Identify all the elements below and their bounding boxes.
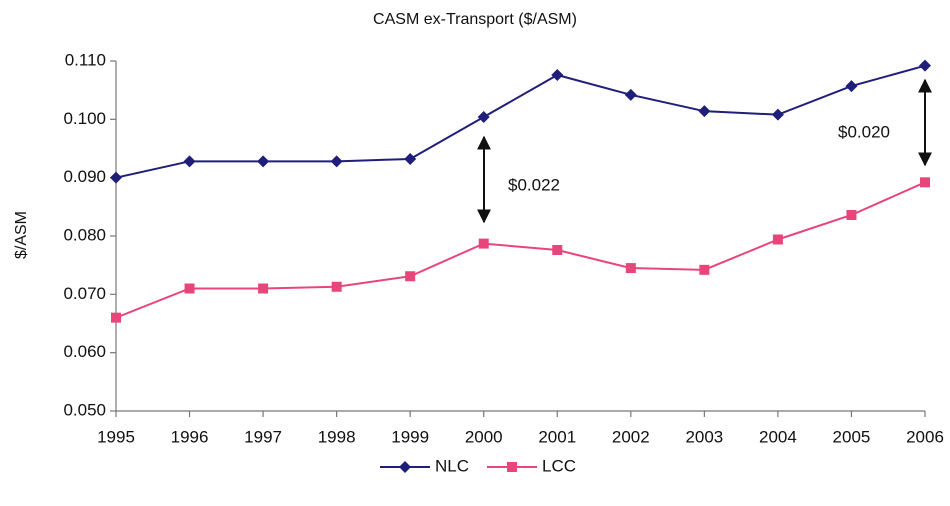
x-tick-label: 2004 (759, 427, 797, 446)
point (919, 59, 931, 72)
point (771, 108, 784, 121)
point (405, 271, 416, 282)
point (111, 312, 121, 323)
point (399, 461, 411, 473)
legend-label: LCC (542, 456, 576, 475)
point (478, 238, 489, 249)
point (257, 155, 270, 168)
x-tick-label: 2005 (833, 427, 871, 446)
y-tick-label: 0.070 (63, 284, 106, 303)
legend-label: NLC (435, 456, 469, 475)
x-tick-label: 1999 (391, 427, 429, 446)
y-tick-label: 0.110 (65, 50, 106, 69)
x-tick-label: 2003 (685, 427, 723, 446)
y-tick-label: 0.080 (63, 225, 106, 244)
x-tick-label: 2006 (906, 427, 944, 446)
x-tick-label: 1995 (97, 427, 135, 446)
y-tick-label: 0.060 (63, 342, 106, 361)
x-tick-label: 1997 (244, 427, 282, 446)
series-line (115, 64, 926, 179)
point (477, 111, 490, 123)
point (625, 263, 636, 274)
x-tick-label: 2001 (538, 427, 576, 446)
point (624, 88, 637, 101)
point (552, 245, 563, 255)
point (330, 155, 343, 168)
point (331, 281, 342, 292)
x-tick-label: 2002 (612, 427, 650, 446)
point (698, 105, 711, 118)
point (404, 153, 417, 165)
chart-title: CASM ex-Transport ($/ASM) (373, 11, 577, 28)
x-tick-label: 1996 (171, 427, 209, 446)
y-tick-label: 0.090 (63, 167, 106, 186)
point (551, 69, 564, 81)
point (507, 462, 517, 472)
point (846, 210, 857, 220)
point (845, 80, 858, 93)
point (699, 264, 710, 275)
y-tick-label: 0.100 (63, 109, 106, 128)
x-tick-label: 1998 (318, 427, 356, 446)
point (110, 171, 122, 184)
annotation: $0.022 (508, 175, 560, 194)
point (184, 283, 195, 294)
point (183, 155, 196, 168)
x-tick-label: 2000 (465, 427, 503, 446)
y-tick-label: 0.050 (63, 400, 106, 419)
series-line (115, 181, 926, 319)
point (772, 234, 783, 245)
y-axis-label: $/ASM (13, 211, 30, 259)
annotation: $0.020 (838, 122, 890, 141)
point (920, 177, 930, 188)
point (258, 283, 269, 294)
